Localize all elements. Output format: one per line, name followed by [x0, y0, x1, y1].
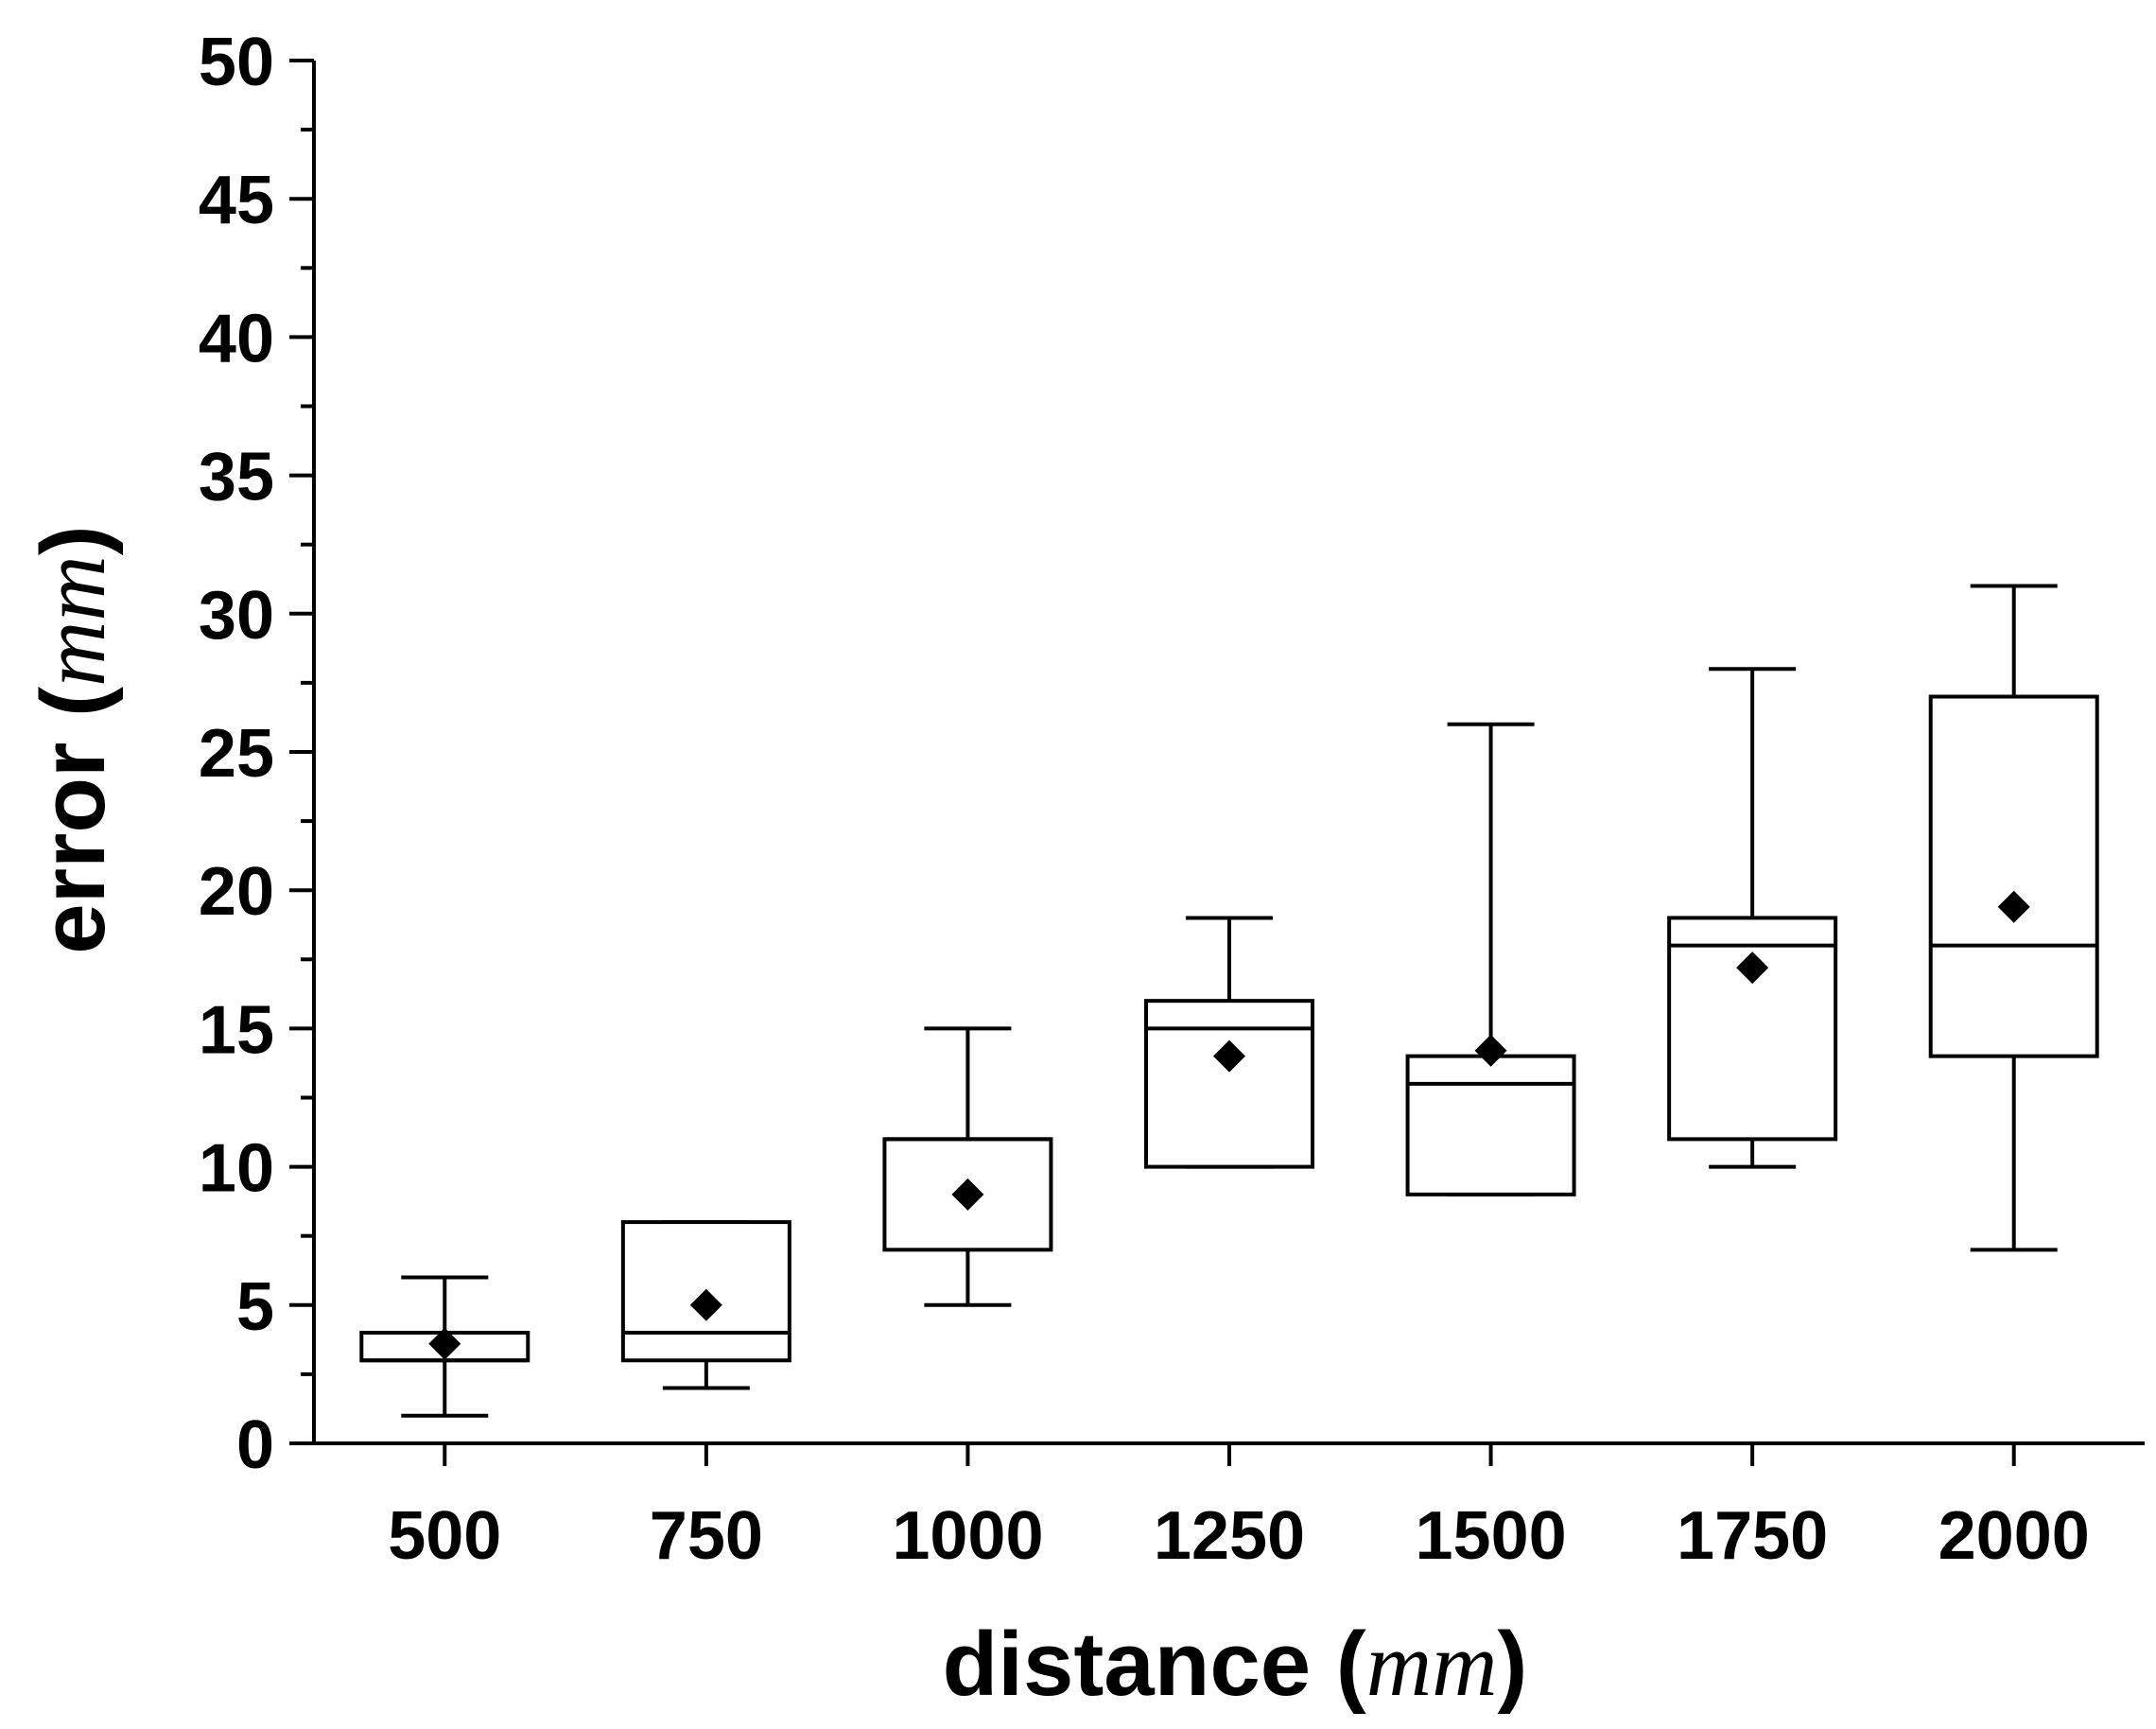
y-tick-label: 10: [199, 1131, 274, 1207]
y-axis: 0 5 10 15 20 25 30 35 40 45 50: [199, 25, 316, 1483]
x-tick-label: 1500: [1415, 1498, 1566, 1574]
box-750: [620, 1220, 791, 1390]
y-axis-title-label: error: [23, 742, 124, 954]
box-1500: [1405, 722, 1576, 1196]
x-tick-label: 2000: [1939, 1498, 2090, 1574]
box-iqr: [1144, 999, 1314, 1169]
y-axis-title-close-paren: ): [23, 525, 124, 555]
mean-marker: [1736, 952, 1769, 985]
y-tick-label: 50: [199, 25, 274, 100]
x-axis-title: distance (mm): [943, 1614, 1528, 1715]
box-1750: [1667, 667, 1838, 1169]
box-iqr: [1405, 1054, 1576, 1196]
x-axis-title-open-paren: (: [1311, 1614, 1366, 1715]
x-axis-title-close-paren: ): [1497, 1614, 1527, 1715]
x-axis-title-unit: mm: [1366, 1614, 1498, 1715]
y-tick-label: 25: [199, 716, 274, 792]
y-tick-label: 40: [199, 301, 274, 376]
box-1250: [1144, 916, 1314, 1169]
y-tick-label: 5: [236, 1269, 274, 1345]
x-tick-label: 1000: [892, 1498, 1043, 1574]
x-tick-label: 500: [388, 1498, 501, 1574]
box-1000: [882, 1026, 1053, 1307]
x-axis-title-label: distance: [943, 1614, 1311, 1715]
mean-marker: [428, 1327, 461, 1360]
y-tick-label: 45: [199, 163, 274, 238]
mean-marker: [1474, 1034, 1507, 1067]
y-axis-title-open-paren: (: [23, 687, 124, 742]
box-500: [359, 1275, 530, 1418]
box-iqr: [1667, 916, 1838, 1142]
mean-marker: [951, 1178, 984, 1211]
y-tick-label: 20: [199, 854, 274, 930]
mean-marker: [1213, 1039, 1245, 1073]
y-tick-label: 15: [199, 992, 274, 1068]
box-2000: [1928, 584, 2099, 1252]
x-tick-label: 750: [650, 1498, 763, 1574]
y-axis-title: error (mm): [23, 525, 124, 953]
x-axis: 500 750 1000 1250 1500 1750 2000: [312, 1441, 2145, 1574]
mean-marker: [1997, 890, 2030, 923]
x-tick-label: 1750: [1677, 1498, 1828, 1574]
y-tick-label: 30: [199, 578, 274, 654]
mean-marker: [689, 1288, 722, 1321]
y-tick-label: 35: [199, 440, 274, 515]
box-series: [359, 584, 2099, 1418]
y-axis-title-unit: mm: [23, 555, 124, 687]
box-iqr: [1928, 694, 2099, 1058]
x-tick-label: 1250: [1154, 1498, 1305, 1574]
y-tick-label: 0: [236, 1407, 274, 1483]
